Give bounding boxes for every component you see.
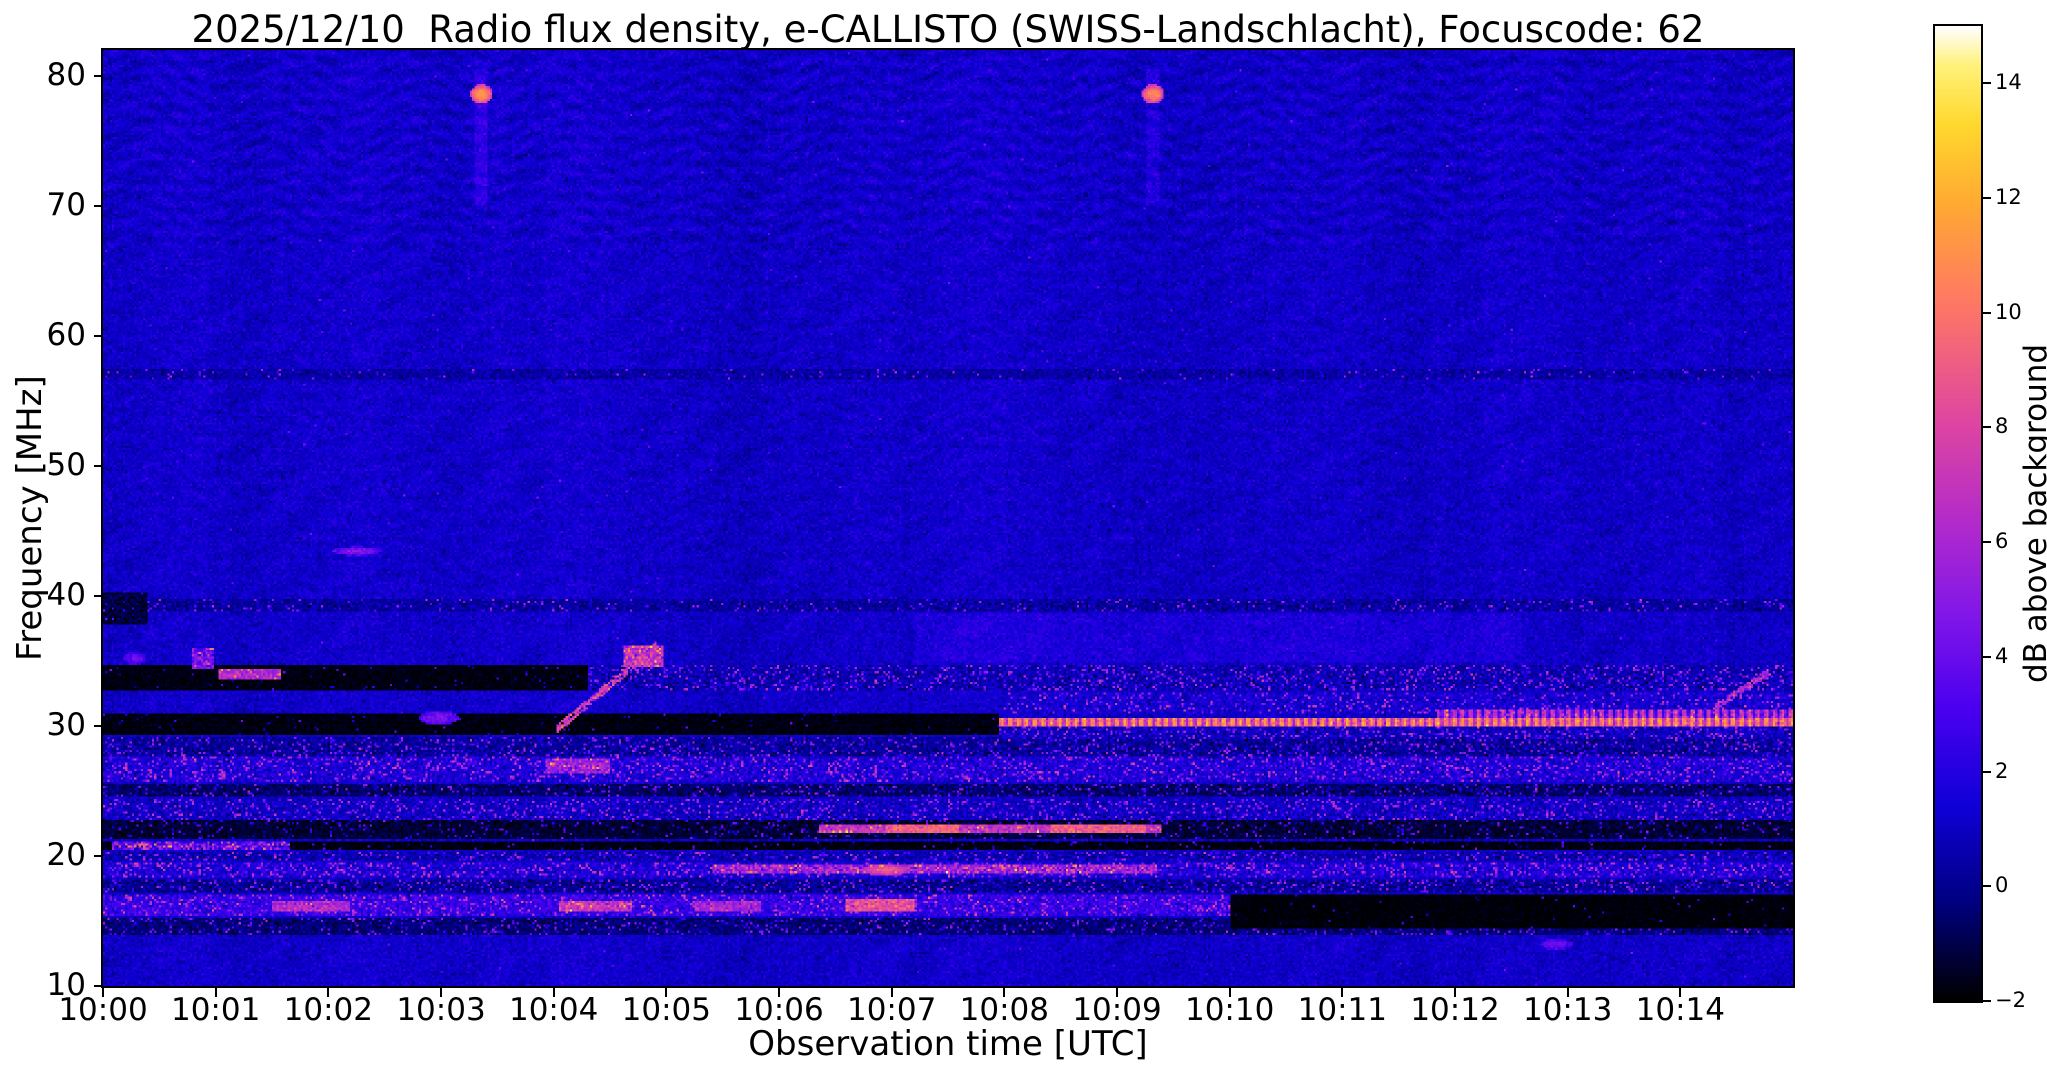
- y-tick-mark: [94, 595, 103, 597]
- colorbar-tick-mark: [1983, 541, 1991, 544]
- x-tick-label: 10:14: [1635, 992, 1725, 1028]
- y-tick-label: 10: [46, 967, 86, 1003]
- colorbar-tick-label: 10: [1995, 299, 2022, 324]
- x-tick-label: 10:03: [396, 992, 486, 1028]
- y-tick-label: 40: [46, 577, 86, 613]
- y-tick-mark: [94, 205, 103, 207]
- x-tick-label: 10:10: [1184, 992, 1275, 1028]
- y-tick-label: 70: [46, 187, 86, 223]
- colorbar-tick-label: 6: [1995, 529, 2009, 554]
- x-tick-label: 10:00: [58, 992, 148, 1028]
- colorbar-tick-label: 8: [1995, 414, 2009, 439]
- y-tick-mark: [94, 985, 103, 987]
- y-tick-mark: [94, 725, 103, 727]
- y-tick-label: 60: [46, 317, 86, 353]
- spectrogram-canvas: [103, 50, 1793, 986]
- x-tick-mark: [1341, 988, 1344, 997]
- x-axis-label: Observation time [UTC]: [748, 1024, 1148, 1064]
- x-tick-label: 10:01: [170, 992, 261, 1028]
- colorbar-tick-label: 14: [1995, 70, 2022, 95]
- colorbar-tick-mark: [1983, 885, 1991, 888]
- colorbar-label: dB above background: [2018, 343, 2047, 684]
- x-tick-mark: [1116, 988, 1118, 997]
- colorbar-tick-label: 2: [1995, 758, 2009, 783]
- x-tick-label: 10:06: [734, 992, 824, 1028]
- y-tick-label: 80: [46, 57, 86, 93]
- x-tick-label: 10:05: [621, 992, 711, 1028]
- colorbar-tick-label: 4: [1995, 643, 2009, 668]
- colorbar-tick-label: 0: [1995, 873, 2009, 898]
- x-tick-label: 10:12: [1410, 992, 1500, 1028]
- colorbar-tick-mark: [1983, 655, 1991, 658]
- x-tick-mark: [1228, 988, 1231, 997]
- y-tick-mark: [94, 855, 103, 857]
- x-tick-mark: [665, 988, 668, 997]
- x-tick-label: 10:02: [283, 992, 373, 1028]
- x-tick-label: 10:13: [1522, 992, 1613, 1028]
- colorbar-canvas: [1935, 26, 1981, 1001]
- colorbar-tick-mark: [1983, 1000, 1991, 1002]
- x-tick-mark: [1003, 988, 1006, 997]
- x-tick-mark: [327, 988, 330, 997]
- colorbar-tick-label: 12: [1995, 185, 2022, 210]
- x-tick-mark: [102, 988, 104, 997]
- x-tick-mark: [1454, 988, 1456, 997]
- colorbar-tick-mark: [1983, 197, 1991, 200]
- x-tick-label: 10:04: [508, 992, 599, 1028]
- y-tick-label: 20: [46, 837, 86, 873]
- y-tick-mark: [94, 75, 103, 77]
- y-tick-label: 30: [46, 707, 86, 743]
- y-tick-label: 50: [46, 447, 86, 483]
- x-tick-label: 10:08: [959, 992, 1049, 1028]
- colorbar-tick-label: −2: [1995, 988, 2026, 1012]
- y-tick-mark: [94, 335, 103, 337]
- x-tick-mark: [1566, 988, 1569, 997]
- x-tick-mark: [1679, 988, 1682, 997]
- x-tick-label: 10:11: [1297, 992, 1387, 1028]
- y-tick-mark: [94, 465, 103, 467]
- colorbar-tick-mark: [1983, 426, 1991, 429]
- colorbar-tick-mark: [1983, 82, 1991, 85]
- x-tick-label: 10:09: [1072, 992, 1162, 1028]
- x-tick-label: 10:07: [846, 992, 937, 1028]
- x-tick-mark: [552, 988, 555, 997]
- x-tick-mark: [778, 988, 780, 997]
- x-tick-mark: [890, 988, 893, 997]
- x-tick-mark: [214, 988, 217, 997]
- colorbar-tick-mark: [1983, 311, 1991, 314]
- colorbar-tick-mark: [1983, 770, 1991, 773]
- x-tick-mark: [440, 988, 442, 997]
- chart-title: 2025/12/10 Radio flux density, e-CALLIST…: [191, 8, 1705, 51]
